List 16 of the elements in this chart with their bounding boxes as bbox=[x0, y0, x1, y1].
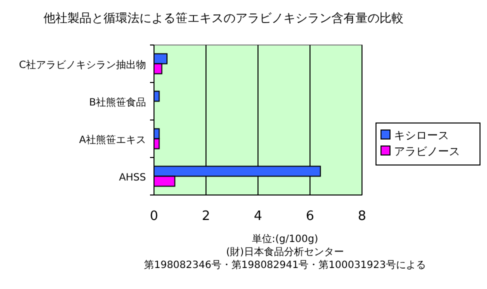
y-tick-label: AHSS bbox=[118, 172, 146, 184]
x-tick-label: 0 bbox=[150, 209, 158, 224]
x-tick-label: 6 bbox=[306, 209, 314, 224]
y-tick-label: A社熊笹エキス bbox=[79, 134, 146, 146]
x-tick-label: 4 bbox=[254, 209, 262, 224]
chart-title: 他社製品と循環法による笹エキスのアラビノキシラン含有量の比較 bbox=[44, 11, 404, 25]
y-tick-label: C社アラビノキシラン抽出物 bbox=[19, 58, 146, 71]
text: 第198082346号・第198082941号・第100031923号による bbox=[144, 259, 426, 271]
text: (財)日本食品分析センター bbox=[226, 246, 344, 258]
bar bbox=[154, 90, 160, 102]
y-tick-label: B社熊笹食品 bbox=[89, 96, 146, 108]
text: 単位:(g/100g) bbox=[252, 233, 318, 245]
legend-label: キシロース bbox=[394, 129, 449, 142]
x-tick-label: 8 bbox=[358, 209, 366, 224]
legend-label: アラビノース bbox=[394, 145, 460, 158]
x-tick-label: 2 bbox=[202, 209, 210, 224]
